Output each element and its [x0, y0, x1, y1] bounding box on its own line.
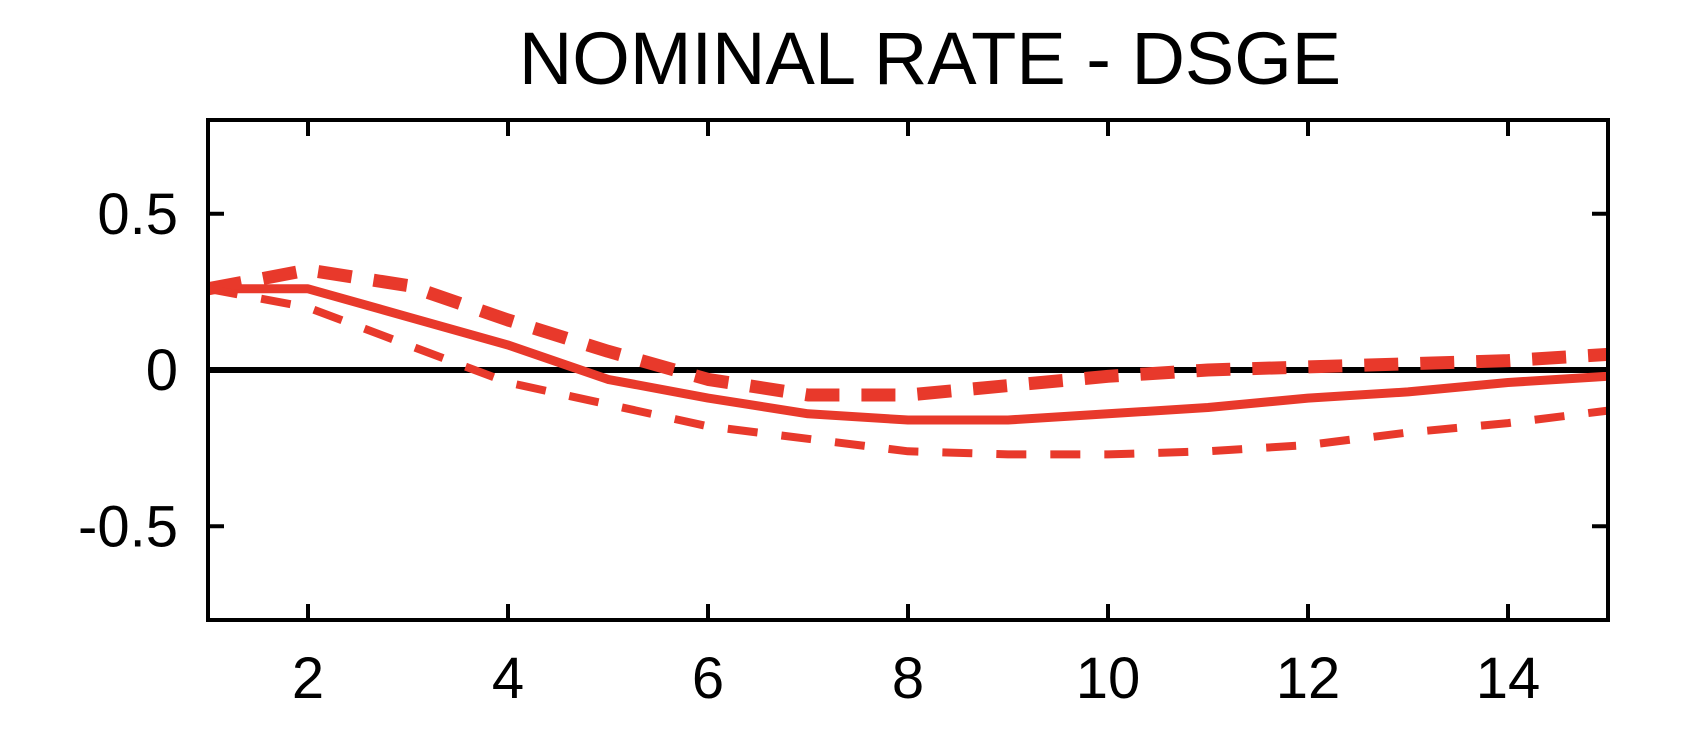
y-tick-label: 0 — [146, 338, 178, 403]
x-tick-label: 12 — [1276, 646, 1341, 711]
x-tick-label: 6 — [692, 646, 724, 711]
y-tick-label: -0.5 — [78, 494, 178, 559]
series-line-solid — [208, 284, 1609, 425]
series-line-dashed-upper — [206, 263, 1609, 402]
x-tick-label: 8 — [892, 646, 924, 711]
series-line-dashed-lower — [207, 284, 1609, 459]
chart-title: NOMINAL RATE - DSGE — [519, 17, 1341, 100]
x-tick-label: 14 — [1476, 646, 1541, 711]
y-tick-label: 0.5 — [97, 182, 178, 247]
x-tick-label: 4 — [492, 646, 524, 711]
plot-area: 2 4 6 8 10 12 14 0.5 0 -0.5 — [78, 118, 1610, 711]
x-tick-label: 2 — [292, 646, 324, 711]
x-tick-label: 10 — [1076, 646, 1141, 711]
